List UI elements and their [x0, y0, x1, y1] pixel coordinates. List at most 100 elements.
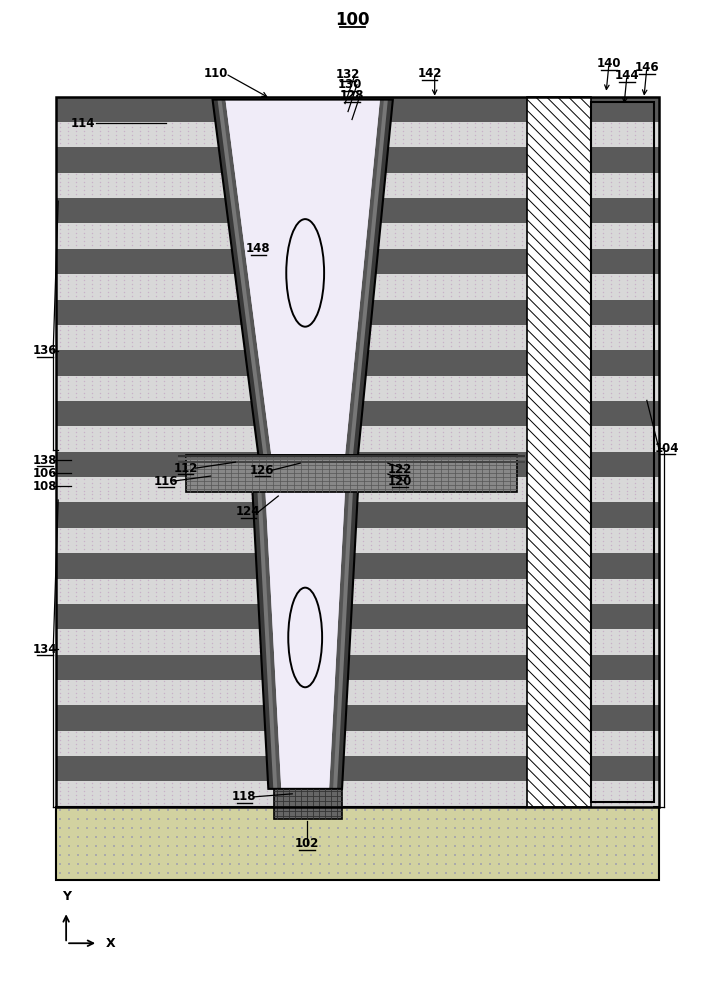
Text: 128: 128: [340, 89, 364, 102]
Text: 116: 116: [154, 475, 178, 488]
Bar: [56, 97, 658, 807]
Bar: [592, 325, 653, 350]
Text: 136: 136: [33, 344, 58, 357]
Bar: [592, 553, 653, 579]
Text: 102: 102: [295, 837, 319, 850]
Bar: [56, 756, 658, 781]
Text: X: X: [106, 937, 116, 950]
Bar: [592, 274, 653, 300]
Bar: [592, 705, 653, 731]
Bar: [592, 781, 653, 807]
Text: 132: 132: [336, 68, 360, 81]
Bar: [592, 249, 653, 274]
Bar: [56, 705, 658, 731]
Bar: [56, 502, 658, 528]
Polygon shape: [257, 490, 353, 789]
Bar: [592, 604, 653, 629]
Text: 130: 130: [338, 78, 362, 91]
Polygon shape: [218, 100, 388, 455]
Text: 142: 142: [417, 67, 442, 80]
Bar: [56, 147, 658, 173]
Bar: [592, 122, 653, 147]
Text: 140: 140: [596, 57, 621, 70]
Bar: [592, 528, 653, 553]
Polygon shape: [252, 490, 358, 789]
Bar: [527, 97, 591, 807]
Bar: [56, 97, 658, 122]
Bar: [56, 376, 658, 401]
Text: Y: Y: [61, 890, 70, 903]
Text: 124: 124: [236, 505, 261, 518]
Bar: [592, 198, 653, 223]
Bar: [56, 579, 658, 604]
Bar: [592, 401, 653, 426]
Polygon shape: [265, 490, 345, 789]
Bar: [56, 452, 658, 477]
Bar: [592, 579, 653, 604]
Bar: [592, 376, 653, 401]
Bar: [56, 731, 658, 756]
Polygon shape: [226, 100, 380, 455]
Bar: [56, 401, 658, 426]
Polygon shape: [221, 100, 384, 455]
Bar: [592, 173, 653, 198]
Bar: [592, 502, 653, 528]
Bar: [56, 426, 658, 452]
Bar: [592, 680, 653, 705]
Bar: [56, 528, 658, 553]
Bar: [56, 325, 658, 350]
Text: 138: 138: [33, 454, 58, 467]
Bar: [527, 97, 591, 807]
Bar: [592, 97, 653, 122]
Text: 104: 104: [654, 442, 679, 455]
Bar: [592, 223, 653, 249]
Bar: [56, 655, 658, 680]
Bar: [274, 789, 342, 819]
Bar: [592, 350, 653, 376]
Bar: [56, 274, 658, 300]
Bar: [56, 781, 658, 807]
Bar: [56, 122, 658, 147]
Bar: [56, 350, 658, 376]
Text: 122: 122: [388, 463, 412, 476]
Bar: [592, 756, 653, 781]
Bar: [178, 458, 525, 460]
Bar: [56, 249, 658, 274]
Text: 146: 146: [634, 61, 659, 74]
Bar: [592, 655, 653, 680]
Text: 120: 120: [388, 475, 412, 488]
Text: 144: 144: [615, 69, 639, 82]
Bar: [56, 680, 658, 705]
Bar: [592, 147, 653, 173]
Bar: [592, 731, 653, 756]
Polygon shape: [262, 490, 349, 789]
Text: 126: 126: [250, 464, 275, 477]
Bar: [185, 455, 517, 492]
Bar: [592, 300, 653, 325]
Bar: [56, 223, 658, 249]
Polygon shape: [265, 490, 345, 789]
Text: 112: 112: [173, 462, 198, 475]
Bar: [591, 102, 654, 802]
Bar: [56, 604, 658, 629]
Bar: [56, 477, 658, 502]
Bar: [592, 426, 653, 452]
Text: 108: 108: [33, 480, 58, 493]
Bar: [178, 461, 525, 463]
Bar: [592, 477, 653, 502]
Bar: [56, 300, 658, 325]
Bar: [56, 553, 658, 579]
Bar: [56, 198, 658, 223]
Text: 134: 134: [33, 643, 58, 656]
Bar: [56, 173, 658, 198]
Text: 106: 106: [33, 467, 58, 480]
Text: 148: 148: [246, 242, 271, 255]
Polygon shape: [212, 100, 393, 455]
Bar: [56, 807, 658, 880]
Bar: [592, 629, 653, 655]
Bar: [178, 455, 525, 457]
Text: 118: 118: [232, 790, 257, 803]
Text: 100: 100: [335, 11, 369, 29]
Bar: [592, 452, 653, 477]
Polygon shape: [226, 100, 380, 455]
